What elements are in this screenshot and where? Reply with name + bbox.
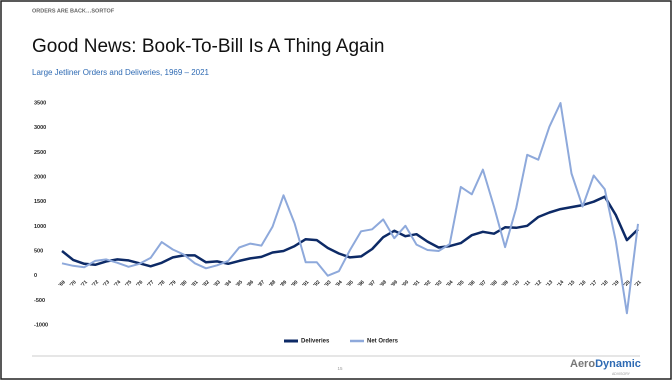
x-tick-label: '85 xyxy=(235,279,244,288)
x-tick-label: '98 xyxy=(379,279,388,288)
logo: AeroDynamic xyxy=(570,358,641,370)
x-tick-label: '15 xyxy=(567,279,576,288)
x-tick-label: '81 xyxy=(191,279,200,288)
x-tick-label: '84 xyxy=(224,279,233,288)
logo-left: Aero xyxy=(570,358,595,370)
x-tick-label: '95 xyxy=(346,279,355,288)
x-tick-label: '10 xyxy=(512,279,521,288)
x-tick-label: '72 xyxy=(91,279,100,288)
page-number: 15 xyxy=(337,366,343,371)
legend-label: Deliveries xyxy=(301,339,330,345)
x-tick-label: '21 xyxy=(634,279,643,288)
x-tick-label: '77 xyxy=(146,279,155,288)
legend-label: Net Orders xyxy=(367,339,399,345)
x-tick-label: '87 xyxy=(257,279,266,288)
series-line xyxy=(61,102,639,315)
x-tick-label: '17 xyxy=(589,279,598,288)
x-tick-label: '97 xyxy=(368,279,377,288)
x-tick-label: '94 xyxy=(335,279,344,288)
y-tick-label: 3000 xyxy=(34,125,46,131)
x-tick-label: '86 xyxy=(246,279,255,288)
y-tick-label: 1000 xyxy=(34,224,46,230)
x-tick-label: '02 xyxy=(423,279,432,288)
x-tick-label: '00 xyxy=(401,279,410,288)
x-tick-label: '18 xyxy=(600,279,609,288)
x-tick-label: '07 xyxy=(479,279,488,288)
y-tick-label: 2500 xyxy=(34,150,46,156)
x-tick-label: '70 xyxy=(69,279,78,288)
x-tick-label: '79 xyxy=(168,279,177,288)
x-tick-label: '13 xyxy=(545,279,554,288)
x-tick-label: '91 xyxy=(301,279,310,288)
y-tick-label: 500 xyxy=(34,248,43,254)
x-tick-label: '75 xyxy=(124,279,133,288)
x-tick-label: '06 xyxy=(468,279,477,288)
chart-title: Good News: Book-To-Bill Is A Thing Again xyxy=(32,36,384,57)
series-line xyxy=(61,195,639,268)
x-tick-label: '69 xyxy=(58,279,67,288)
x-tick-label: '09 xyxy=(501,279,510,288)
x-tick-label: '11 xyxy=(523,279,532,288)
y-tick-label: -500 xyxy=(34,298,45,304)
x-tick-label: '83 xyxy=(213,279,222,288)
y-tick-label: 0 xyxy=(34,273,37,279)
x-tick-label: '05 xyxy=(456,279,465,288)
x-tick-label: '93 xyxy=(324,279,333,288)
x-tick-label: '78 xyxy=(157,279,166,288)
x-tick-label: '01 xyxy=(412,279,421,288)
x-tick-label: '76 xyxy=(135,279,144,288)
x-tick-label: '73 xyxy=(102,279,111,288)
y-tick-label: -1000 xyxy=(34,322,48,328)
x-tick-label: '88 xyxy=(268,279,277,288)
logo-right: Dynamic xyxy=(595,358,641,370)
x-tick-label: '92 xyxy=(312,279,321,288)
x-tick-label: '20 xyxy=(623,279,632,288)
y-tick-label: 2000 xyxy=(34,174,46,180)
x-tick-label: '03 xyxy=(434,279,443,288)
x-tick-label: '12 xyxy=(534,279,543,288)
x-tick-label: '04 xyxy=(445,279,454,288)
x-tick-label: '71 xyxy=(80,279,89,288)
chart-subtitle: Large Jetliner Orders and Deliveries, 19… xyxy=(32,68,210,77)
x-tick-label: '90 xyxy=(290,279,299,288)
x-tick-label: '19 xyxy=(612,279,621,288)
x-tick-label: '08 xyxy=(490,279,499,288)
kicker: ORDERS ARE BACK…SORTOF xyxy=(32,8,115,14)
x-tick-label: '74 xyxy=(113,279,122,288)
x-tick-label: '82 xyxy=(202,279,211,288)
y-tick-label: 1500 xyxy=(34,199,46,205)
x-tick-label: '99 xyxy=(390,279,399,288)
logo-sub: ADVISORY xyxy=(612,372,631,376)
y-tick-label: 3500 xyxy=(34,100,46,106)
x-tick-label: '16 xyxy=(578,279,587,288)
x-tick-label: '96 xyxy=(357,279,366,288)
x-tick-label: '14 xyxy=(556,279,565,288)
x-tick-label: '89 xyxy=(279,279,288,288)
x-tick-label: '80 xyxy=(180,279,189,288)
